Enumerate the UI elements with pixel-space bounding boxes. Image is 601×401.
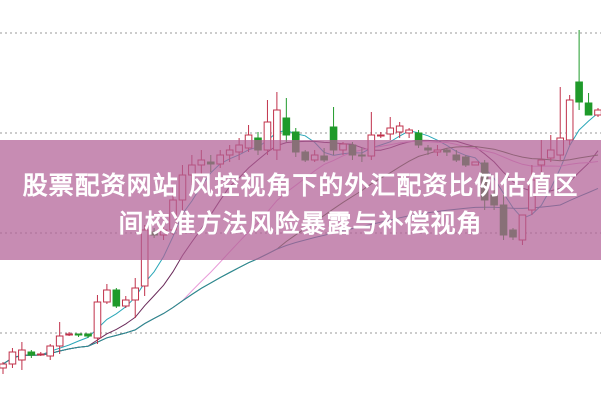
title-line-2: 间校准方法风险暴露与补偿视角	[118, 209, 483, 238]
candle-body-up	[386, 127, 395, 135]
candle-body-up	[8, 351, 17, 365]
candle-body-down	[74, 333, 83, 336]
candle	[55, 322, 64, 354]
candle	[93, 295, 102, 344]
candle-body-down	[84, 333, 92, 337]
candle-body-down	[575, 81, 583, 103]
candle-body-down	[584, 102, 593, 116]
candle-body-up	[65, 333, 73, 336]
candle-body-up	[55, 335, 64, 347]
candle-body-up	[46, 345, 55, 357]
candle-body-up	[565, 99, 574, 141]
candle	[103, 284, 111, 304]
candle-body-up	[103, 289, 111, 303]
candle-body-up	[395, 125, 404, 133]
candle-body-down	[27, 351, 36, 356]
candle	[594, 108, 601, 117]
candle	[121, 296, 130, 308]
candle	[0, 362, 7, 374]
candle-body-up	[121, 299, 130, 307]
candle	[376, 132, 385, 138]
candle	[405, 128, 413, 138]
candle	[386, 117, 395, 140]
candle	[131, 278, 140, 318]
title-overlay-band	[0, 140, 601, 260]
candle	[46, 344, 55, 360]
candle	[565, 95, 574, 145]
candle	[584, 93, 593, 116]
candle-body-up	[376, 134, 385, 137]
candle	[112, 288, 121, 308]
candle	[395, 122, 404, 138]
candle-body-up	[93, 301, 102, 339]
candle-body-up	[594, 109, 601, 116]
candle-body-up	[0, 363, 7, 369]
candle-body-up	[36, 353, 45, 356]
candle-body-up	[18, 349, 26, 361]
candle	[27, 350, 36, 358]
candle	[84, 333, 92, 338]
candle-body-up	[405, 129, 413, 134]
candle-body-up	[131, 287, 140, 301]
candle	[65, 332, 73, 336]
candle	[74, 333, 83, 337]
candle	[18, 342, 26, 370]
candle	[36, 352, 45, 356]
title-line-1: 股票配资网站 风控视角下的外汇配资比例估值区	[22, 171, 579, 200]
candle	[8, 348, 17, 368]
candle-body-down	[282, 117, 291, 136]
candle-body-down	[112, 289, 121, 307]
candle	[282, 98, 291, 142]
candle	[575, 30, 583, 110]
